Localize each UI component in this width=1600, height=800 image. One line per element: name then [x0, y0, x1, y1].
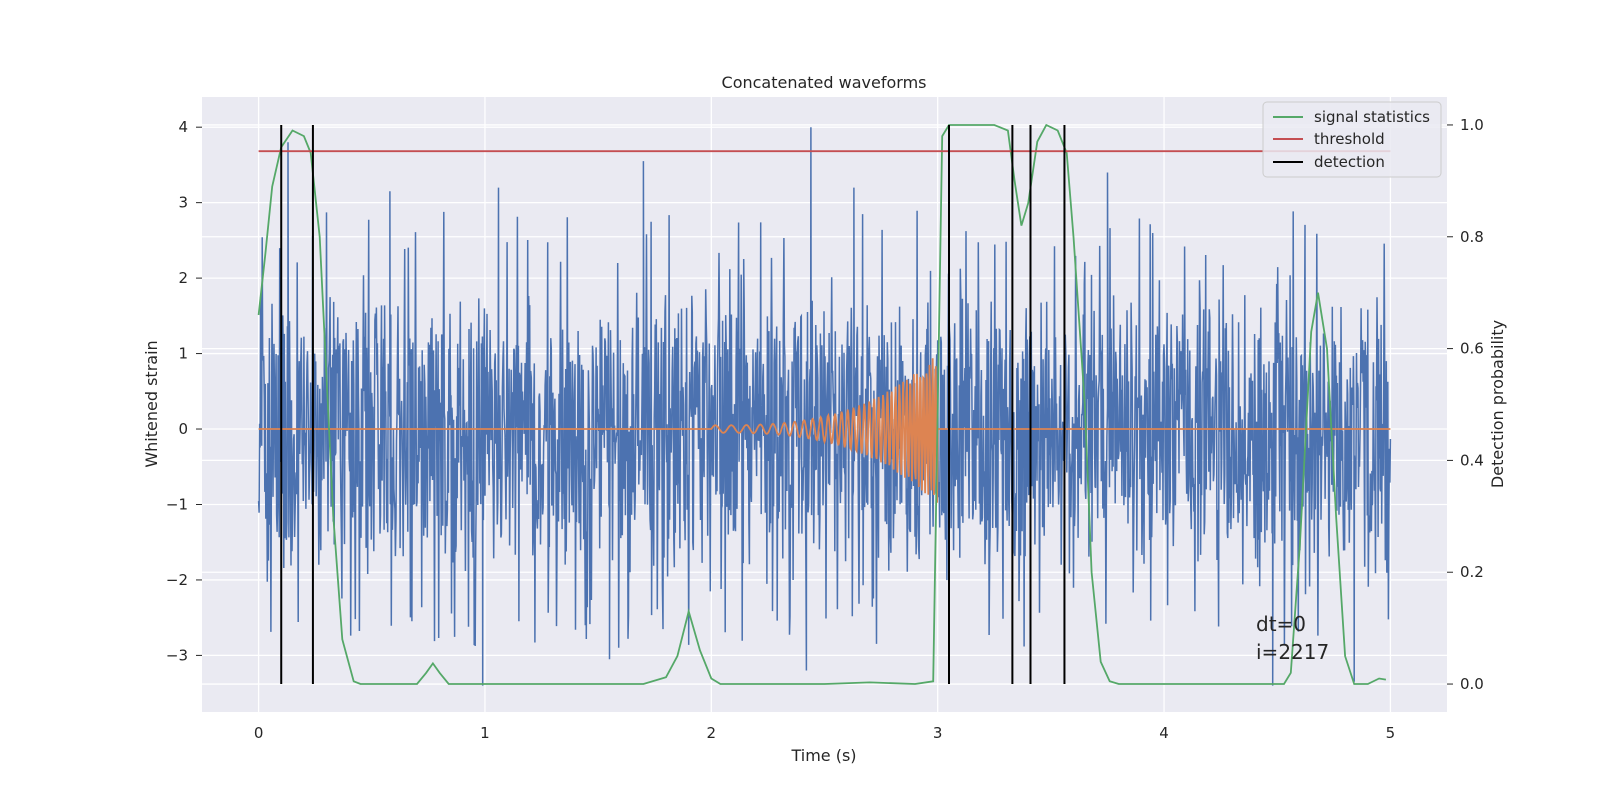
x-tick-label: 1 — [480, 724, 490, 742]
legend-label-signal-statistics: signal statistics — [1314, 108, 1430, 126]
y-right-axis-label: Detection probability — [1488, 320, 1507, 488]
x-tick-label: 4 — [1159, 724, 1169, 742]
y-right-tick-label: 0.2 — [1460, 563, 1484, 581]
y-right-tick-label: 0.0 — [1460, 675, 1484, 693]
chart-title: Concatenated waveforms — [722, 73, 927, 92]
y-tick-label: 0 — [178, 420, 188, 438]
legend: signal statistics threshold detection — [1262, 101, 1442, 178]
y-right-tick-label: 0.4 — [1460, 451, 1484, 469]
y-tick-label: −2 — [166, 571, 188, 589]
x-tick-label: 3 — [933, 724, 943, 742]
legend-frame — [1262, 101, 1442, 178]
y-right-tick-label: 1.0 — [1460, 116, 1484, 134]
y-tick-label: 1 — [178, 345, 188, 363]
annotation-dt: dt=0 — [1256, 612, 1306, 636]
y-axis-label: Whitened strain — [142, 340, 161, 467]
y-tick-label: 3 — [178, 194, 188, 212]
y-right-tick-label: 0.6 — [1460, 340, 1484, 358]
y-tick-label: −1 — [166, 495, 188, 513]
y-tick-label: −3 — [166, 646, 188, 664]
legend-label-detection: detection — [1314, 153, 1385, 171]
ticks: 0 1 2 3 4 5 −3 −2 −1 0 1 2 3 4 0.0 0.2 0.4 0.6 0.8 1.0 — [166, 116, 1484, 742]
x-tick-label: 5 — [1386, 724, 1396, 742]
series-line-whitened-strain — [257, 127, 1392, 686]
series-line-signal-statistics — [257, 123, 1387, 685]
x-tick-label: 0 — [254, 724, 264, 742]
annotation-index: i=2217 — [1256, 640, 1329, 664]
y-right-tick-label: 0.8 — [1460, 228, 1484, 246]
series-layer — [257, 123, 1392, 686]
x-tick-label: 2 — [707, 724, 717, 742]
legend-label-threshold: threshold — [1314, 130, 1385, 148]
y-tick-label: 2 — [178, 269, 188, 287]
y-tick-label: 4 — [178, 118, 188, 136]
series-line-template — [258, 358, 1391, 503]
x-axis-label: Time (s) — [790, 746, 856, 765]
